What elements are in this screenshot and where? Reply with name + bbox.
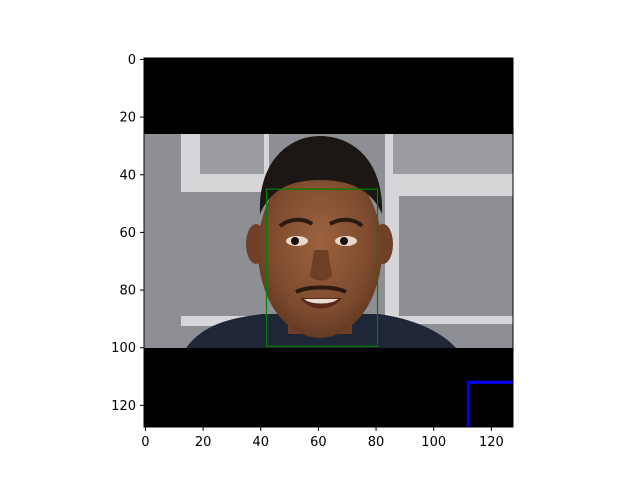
y-tick-label: 100 [111,341,136,356]
teeth [304,299,338,304]
y-tick-label: 0 [128,53,136,68]
backdrop-strip-left [181,316,261,326]
x-tick-label: 40 [252,435,269,450]
backdrop-panel-right-inner [393,134,513,174]
y-tick-label: 40 [119,168,136,183]
left-brow [278,217,314,228]
backdrop-panel-left-inner [200,134,264,174]
x-tick-label: 100 [421,435,446,450]
x-axis: 0 20 40 60 80 100 120 [141,427,504,450]
y-tick-label: 60 [119,226,136,241]
x-tick-label: 20 [195,435,212,450]
backdrop-strip-right-low [385,316,513,324]
x-tick-label: 0 [141,435,149,450]
nose [310,250,332,281]
x-tick-label: 60 [310,435,327,450]
axes-frame [143,57,514,428]
right-pupil [340,237,348,245]
right-brow [328,217,364,228]
x-tick-label: 80 [368,435,385,450]
moustache [295,285,347,294]
hair [259,136,383,214]
y-tick-label: 20 [119,111,136,126]
corner-bounding-box [466,380,513,427]
y-tick-label: 80 [119,284,136,299]
left-pupil [291,237,299,245]
face-photo [144,134,513,348]
face-bounding-box [265,188,379,347]
y-tick-label: 120 [111,399,136,414]
image-axes [144,58,513,427]
x-tick-label: 120 [479,435,504,450]
y-axis: 0 20 40 60 80 100 120 [111,53,144,414]
